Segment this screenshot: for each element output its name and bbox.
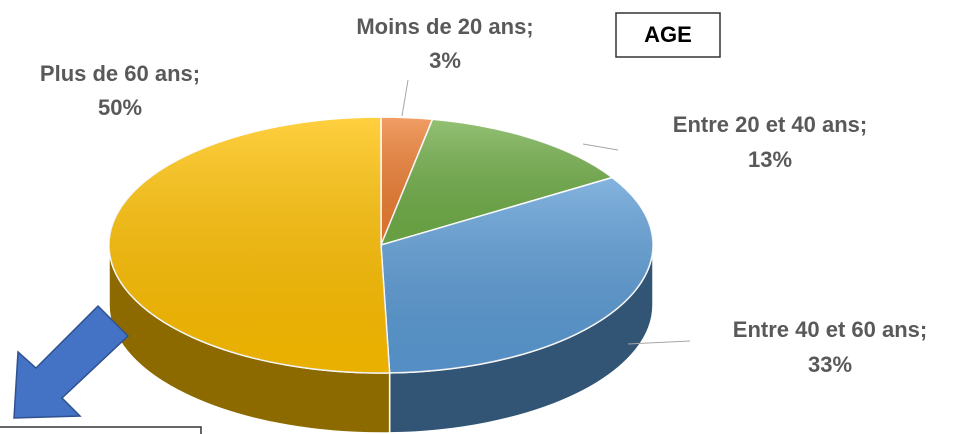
slice-shade bbox=[108, 117, 390, 373]
data-label-name: Plus de 60 ans; bbox=[40, 61, 200, 86]
data-label-value: 3% bbox=[429, 48, 461, 73]
data-label-value: 33% bbox=[808, 352, 852, 377]
data-label-name: Entre 40 et 60 ans; bbox=[733, 317, 927, 342]
data-label-value: 13% bbox=[748, 147, 792, 172]
slice-shade bbox=[381, 177, 653, 373]
arrow bbox=[13, 304, 130, 419]
chart-title: AGE bbox=[644, 22, 692, 47]
title-box bbox=[615, 12, 721, 58]
leader-line bbox=[627, 340, 691, 345]
data-label-name: Moins de 20 ans; bbox=[356, 14, 533, 39]
data-label-value: 50% bbox=[98, 95, 142, 120]
leader-line bbox=[582, 143, 619, 151]
slice-shade bbox=[381, 119, 613, 245]
leader-line bbox=[401, 79, 409, 117]
pie bbox=[108, 116, 654, 434]
box-edge bbox=[0, 426, 202, 434]
data-label-name: Entre 20 et 40 ans; bbox=[673, 112, 867, 137]
